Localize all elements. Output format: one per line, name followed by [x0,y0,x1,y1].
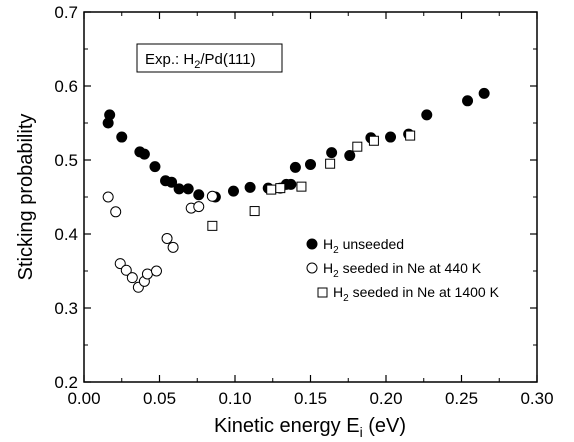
y-axis-title: Sticking probability [15,114,37,281]
legend-marker-open-square [317,287,328,298]
data-point-1400k [325,158,336,169]
y-tick-label: 0.4 [54,225,78,244]
data-point-1400k [405,130,416,141]
x-tick-label: 0.25 [445,389,478,408]
y-tick-label: 0.7 [54,3,78,22]
tick-labels: 0.00 0.05 0.10 0.15 0.20 0.25 0.30 0.2 0.3 0.4 0.5… [54,3,553,408]
legend-marker-open-circle [306,262,318,274]
data-point-unseeded [385,131,397,143]
data-point-unseeded [173,183,185,195]
data-point-unseeded [478,87,490,99]
svg-text:H2 seeded in Ne at 440 K: H2 seeded in Ne at 440 K [323,260,482,280]
data-point-unseeded [421,109,433,121]
data-point-1400k [207,220,218,231]
data-point-1400k [368,135,379,146]
x-axis-title: Kinetic energy Ei (eV) [214,415,406,440]
annotation-frame [136,43,283,73]
legend-item-unseeded: H2 unseeded [306,236,404,256]
data-point-1400k [352,141,363,152]
x-tick-label: 0.10 [218,389,251,408]
data-point-unseeded [344,150,356,162]
data-point-1400k [296,181,307,192]
data-point-unseeded [305,158,316,170]
data-point-unseeded [289,161,301,173]
data-point-1400k [275,183,286,194]
legend-item-1400k: H2 seeded in Ne at 1400 K [317,284,500,304]
y-tick-label: 0.2 [54,373,78,392]
data-points [102,87,490,293]
data-point-unseeded [193,189,205,201]
legend-item-440k: H2 seeded in Ne at 440 K [306,260,482,280]
data-point-440k [120,264,132,276]
data-point-unseeded [104,109,116,121]
data-point-440k [126,272,138,284]
data-point-1400k [249,206,260,217]
data-point-unseeded [138,148,150,160]
data-point-unseeded [166,176,178,188]
annotation-box: Exp.: H2/Pd(111) [136,43,283,73]
data-point-unseeded [326,147,338,159]
data-point-440k [141,268,153,280]
x-tick-label: 0.05 [143,389,176,408]
annotation-text: Exp.: H2/Pd(111) [145,51,256,71]
data-point-440k [110,206,122,218]
x-tick-label: 0.00 [67,389,100,408]
data-point-440k [102,191,114,203]
data-point-440k [167,241,179,253]
data-point-unseeded [182,183,194,195]
data-point-unseeded [462,95,474,107]
data-point-unseeded [227,185,239,197]
x-tick-label: 0.15 [294,389,327,408]
y-tick-label: 0.3 [54,299,78,318]
data-point-unseeded [285,178,297,190]
data-point-440k [206,190,218,202]
data-point-unseeded [244,181,256,193]
data-point-440k [193,201,205,213]
svg-text:H2 unseeded: H2 unseeded [323,236,404,256]
data-point-unseeded [149,161,161,173]
data-point-440k [150,265,162,277]
axis-ticks [83,11,538,383]
y-tick-label: 0.6 [54,77,78,96]
data-point-440k [161,232,173,244]
data-point-1400k [266,184,277,195]
x-tick-label: 0.20 [369,389,402,408]
svg-text:H2 seeded in Ne at 1400 K: H2 seeded in Ne at 1400 K [333,284,500,304]
y-tick-label: 0.5 [54,151,78,170]
data-point-unseeded [116,131,128,143]
x-tick-label: 0.30 [520,389,553,408]
legend: H2 unseeded H2 seeded in Ne at 440 K H2 … [306,236,500,304]
legend-marker-filled-circle [306,238,318,250]
